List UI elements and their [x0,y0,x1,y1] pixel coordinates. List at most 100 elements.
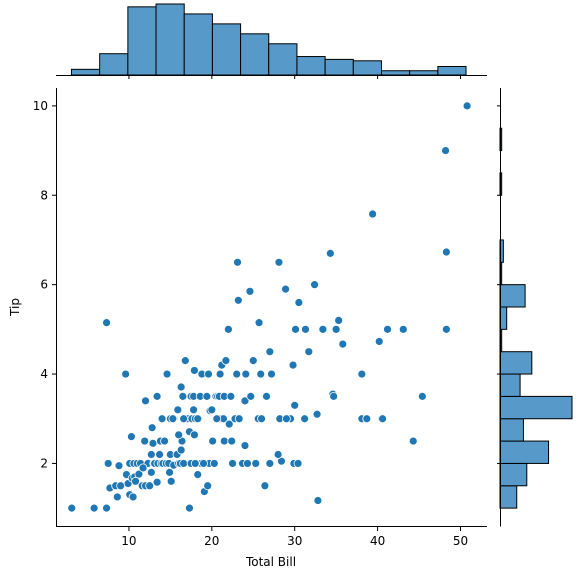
scatter-point [202,391,212,401]
scatter-point [312,409,322,419]
scatter-point [251,459,261,468]
scatter-point [226,391,236,401]
scatter-point [207,405,217,415]
top-hist-bar [211,23,242,76]
scatter-point [260,481,270,491]
scatter-point [146,450,156,459]
scatter-point [174,430,184,440]
scatter-point [221,356,231,366]
right-hist-bar [499,418,524,442]
scatter-point [185,503,194,513]
scatter-point [362,414,372,424]
scatter-point [103,459,113,468]
scatter-point [131,476,140,486]
scatter-point [282,414,291,424]
scatter-point [190,366,199,375]
top-hist-bar [99,53,129,76]
scatter-point [232,369,242,379]
scatter-point [243,459,252,468]
scatter-point [176,382,186,392]
scatter-point [138,463,148,473]
scatter-point [313,496,323,505]
scatter-point [128,492,138,502]
scatter-point [102,318,111,328]
scatter-point [162,369,172,379]
top-hist-bar [324,58,354,76]
scatter-point [152,391,162,401]
scatter-point [204,369,213,379]
x-axis-title: Total Bill [245,555,296,569]
scatter-point [190,459,200,468]
scatter-point [234,414,244,424]
scatter-point [166,476,176,486]
right-hist-bar [499,373,521,397]
scatter-point [224,419,234,429]
scatter-point [257,414,266,424]
scatter-point [331,324,341,334]
scatter-point [293,459,303,468]
scatter-point [462,101,472,111]
scatter-point [67,503,77,513]
scatter-point [294,298,304,307]
top-marginal-histogram [70,3,467,76]
scatter-point [215,369,225,379]
scatter-point [274,257,284,267]
scatter-point [157,414,167,424]
scatter-point [441,146,450,155]
scatter-point [189,405,198,415]
scatter-point [155,450,165,459]
scatter-point [209,459,219,468]
scatter-point [329,391,339,401]
scatter-point [127,432,136,442]
scatter-point [265,347,275,357]
scatter-point [114,461,124,471]
y-tick-label: 2 [40,456,48,470]
scatter-point [318,324,328,334]
top-hist-bar [70,68,101,76]
scatter-point [368,209,378,219]
scatter-point [147,423,157,433]
y-axis-ticks: 2 4 6 8 10 [33,99,501,470]
scatter-point [240,441,250,450]
scatter-point [190,430,199,440]
scatter-point [408,436,418,446]
scatter-point [223,324,233,334]
scatter-point [398,324,408,334]
scatter-point [165,467,174,477]
top-hist-bar [437,65,467,76]
y-tick-label: 8 [40,188,48,202]
y-tick-label: 6 [40,278,48,292]
right-hist-bar [499,351,533,375]
scatter-point [383,324,392,334]
x-axis-ticks: 10 20 30 40 50 [121,75,468,548]
scatter-point [256,369,266,379]
scatter-point [291,324,300,334]
top-hist-bar [268,43,298,76]
right-hist-bar [499,485,518,509]
scatter-point [152,477,162,487]
scatter-point [208,436,218,446]
top-hist-bar [240,33,270,76]
scatter-point [334,316,344,325]
scatter-point [176,445,186,455]
scatter-point [246,391,256,401]
scatter-point [180,356,190,366]
scatter-point [273,450,283,459]
scatter-point [219,436,229,446]
right-hist-bar [499,395,573,420]
scatter-point [267,369,276,379]
scatter-point [141,396,150,406]
top-hist-bar [352,60,382,76]
scatter-point [300,414,310,424]
scatter-point [441,247,451,257]
scatter-point [199,459,208,468]
scatter-point [254,318,264,328]
scatter-point [233,257,242,267]
scatter-point [121,369,131,379]
scatter-point [173,405,183,415]
top-hist-bar [296,56,326,76]
scatter-point [441,324,451,334]
scatter-point [116,481,126,491]
scatter-point [179,459,189,468]
